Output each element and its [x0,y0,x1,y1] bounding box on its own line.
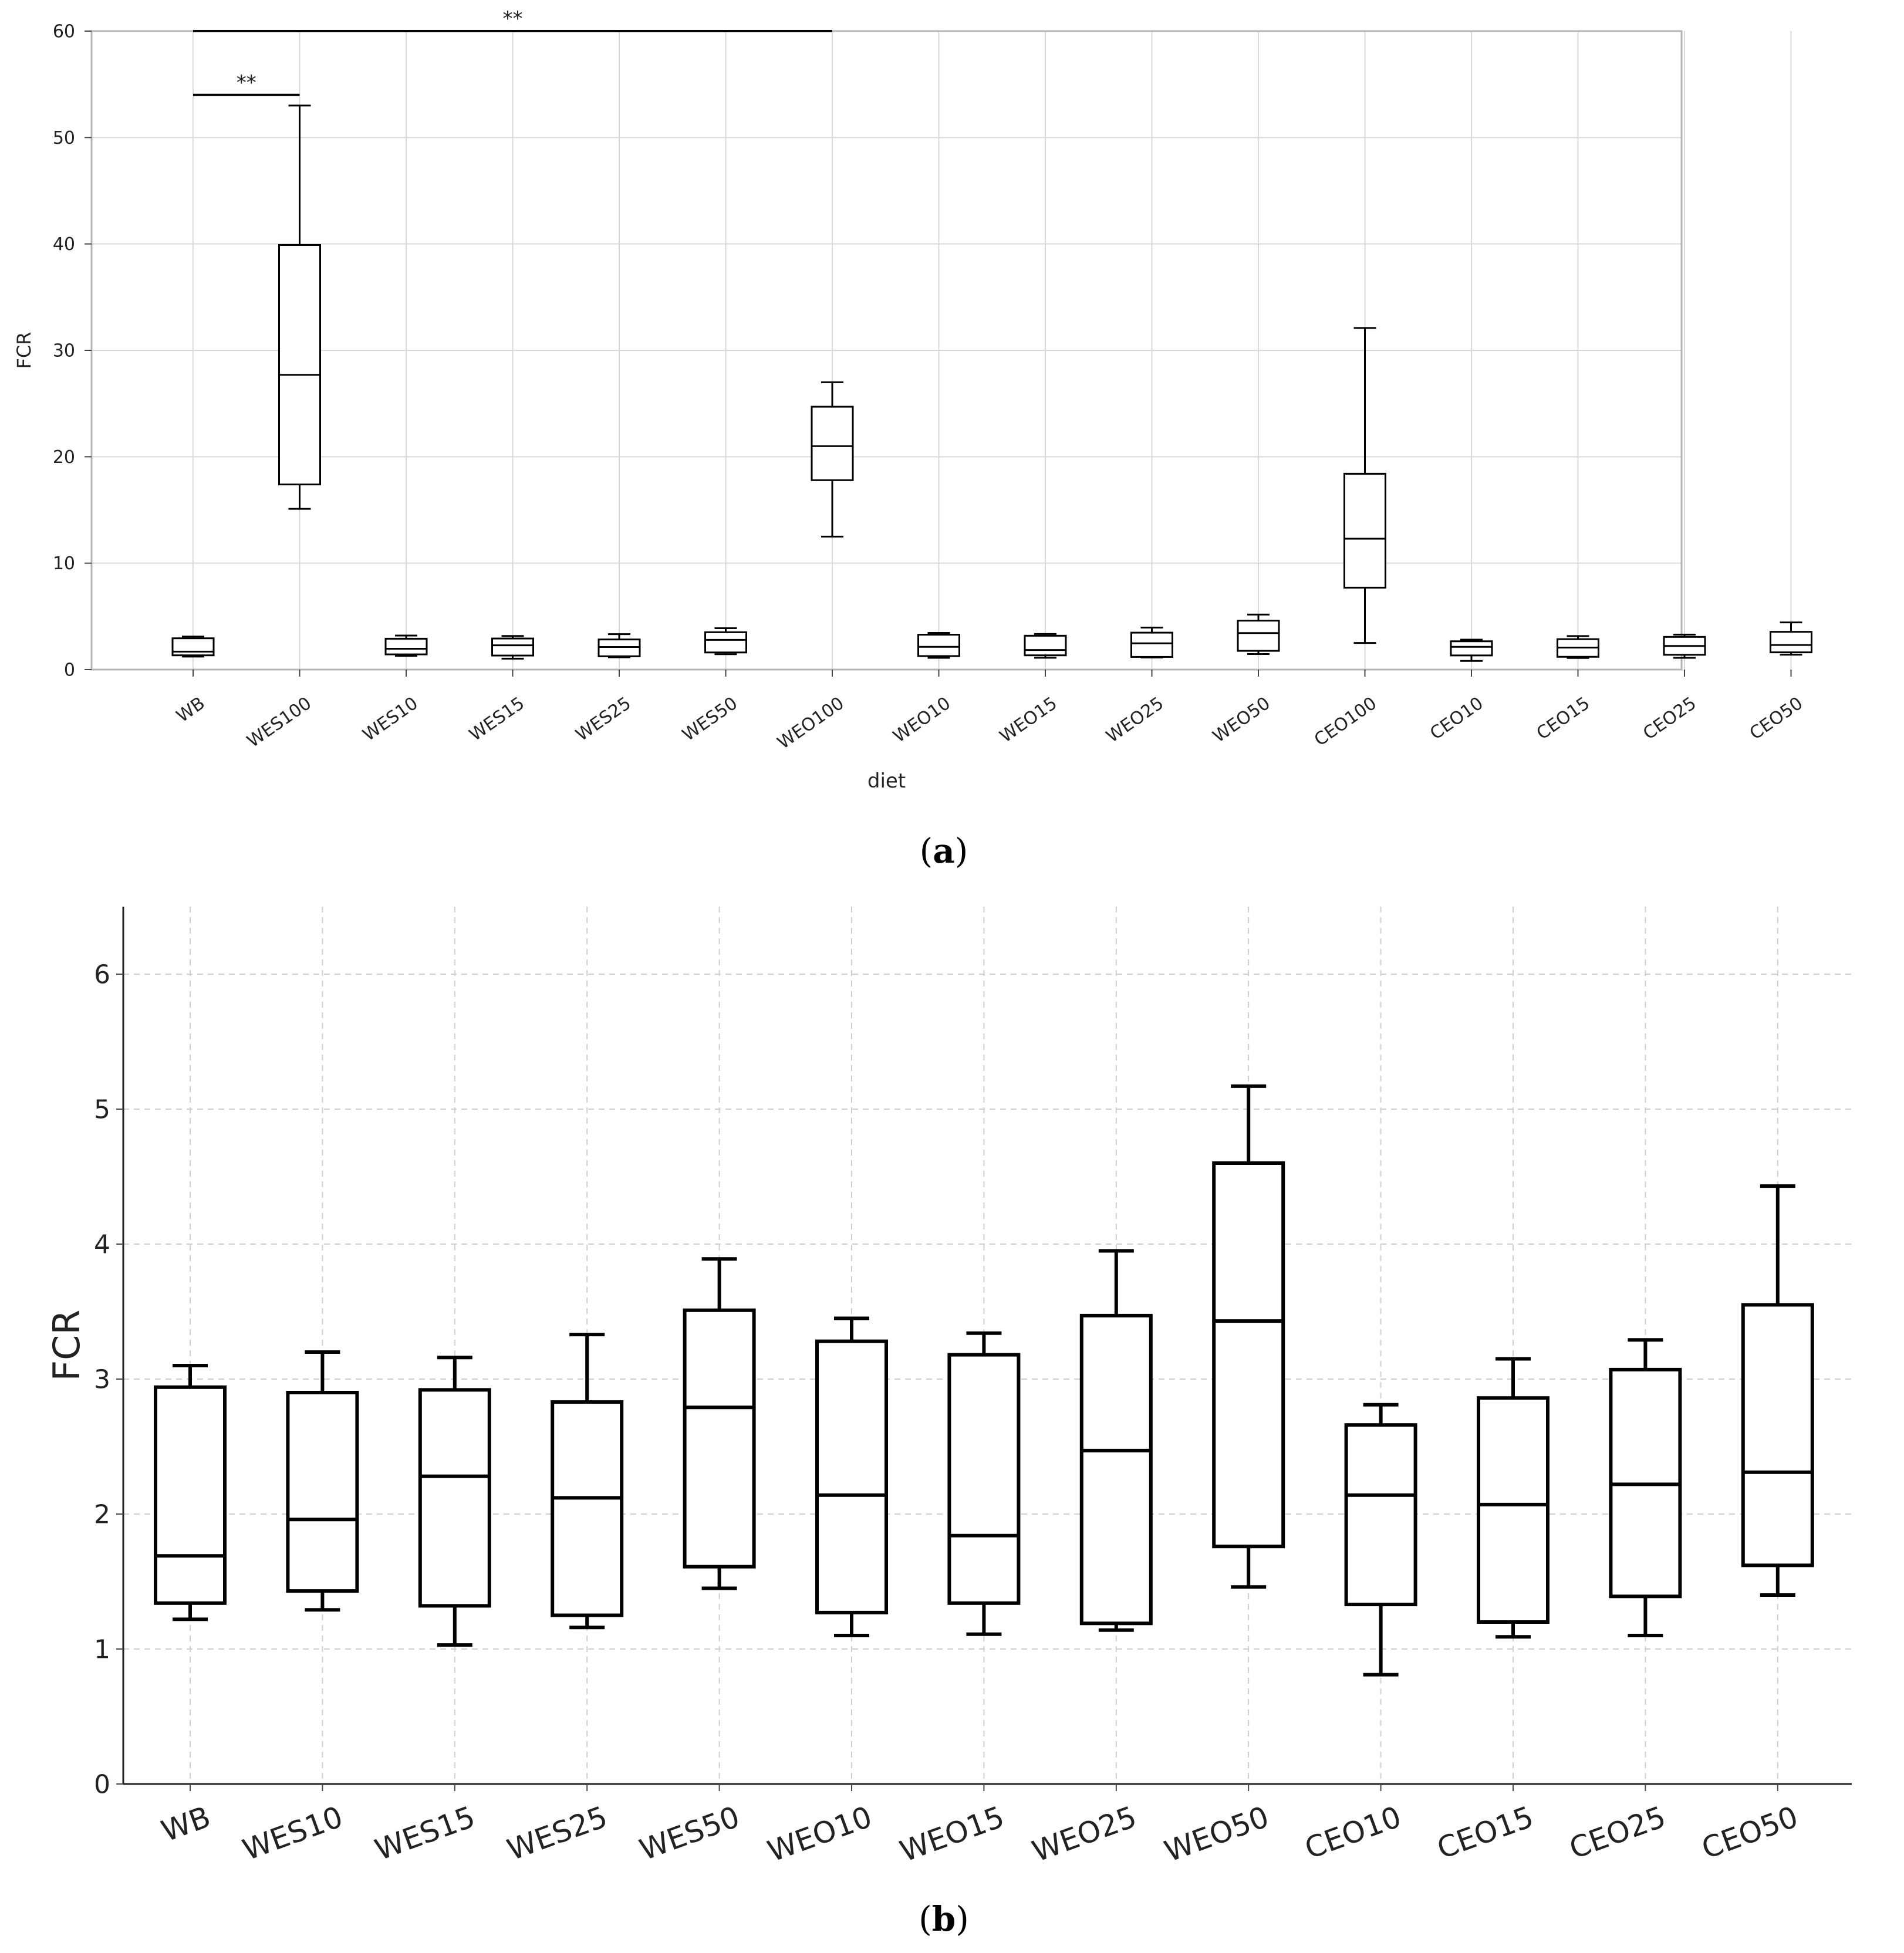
iqr-box [286,1391,359,1593]
box-weo15 [1024,633,1067,659]
y-tick-label: 3 [94,1364,110,1394]
y-tick-label: 4 [94,1229,110,1259]
iqr-box [418,1388,491,1608]
iqr-box [1343,472,1386,589]
box-wes50 [683,1257,756,1590]
y-tick-label: 20 [53,447,75,468]
iqr-box [947,1353,1021,1605]
box-ceo10 [1450,638,1493,662]
significance-label: ** [503,7,523,31]
box-ceo15 [1557,635,1599,659]
panel-b-caption: (b) [919,1899,969,1939]
box-ceo50 [1770,621,1812,656]
box-weo25 [1130,626,1173,658]
iqr-box [1477,1396,1549,1624]
iqr-box [384,637,428,655]
iqr-box [1770,631,1812,654]
iqr-box [1079,1313,1153,1626]
box-wes50 [704,627,747,655]
iqr-box [1741,1303,1814,1567]
box-ceo15 [1477,1357,1549,1639]
y-tick-label: 2 [94,1499,110,1529]
iqr-box [815,1339,888,1614]
significance-label: ** [237,71,256,94]
y-tick-label: 5 [94,1094,110,1124]
iqr-box [917,634,960,657]
y-tick-label: 1 [94,1634,110,1664]
y-tick-label: 40 [53,234,75,255]
iqr-box [1024,634,1067,657]
y-tick-label: 0 [94,1769,110,1799]
box-wes15 [491,635,534,660]
iqr-box [683,1308,756,1569]
panel-a-caption: (a) [920,831,968,871]
y-tick-label: 60 [53,22,75,42]
y-tick-label: 0 [64,660,75,681]
box-weo15 [947,1331,1021,1636]
box-ceo25 [1609,1338,1682,1637]
x-axis-title: diet [867,769,906,793]
box-weo50 [1212,1084,1285,1589]
y-axis-title: FCR [45,1309,88,1381]
box-wb [154,1364,227,1621]
y-tick-label: 6 [94,959,110,989]
box-ceo25 [1663,633,1706,659]
iqr-box [171,637,215,657]
iqr-box [278,244,321,485]
box-wes100 [278,104,321,510]
box-wes10 [286,1350,359,1612]
box-wes25 [551,1333,624,1630]
iqr-box [1130,631,1173,658]
box-weo100 [811,381,854,538]
y-tick-label: 30 [53,341,75,361]
box-weo10 [917,631,960,659]
box-weo50 [1237,613,1280,655]
box-wes25 [597,633,641,658]
y-tick-label: 50 [53,128,75,148]
iqr-box [154,1385,227,1605]
box-ceo10 [1344,1403,1417,1677]
box-wes10 [384,634,428,657]
iqr-box [551,1400,624,1617]
iqr-box [704,631,747,654]
y-tick-label: 10 [53,553,75,574]
box-weo10 [815,1316,888,1637]
iqr-box [491,637,534,657]
box-ceo50 [1741,1184,1814,1597]
iqr-box [1344,1423,1417,1607]
box-wes15 [418,1356,491,1647]
box-wb [171,636,215,658]
iqr-box [1237,620,1280,652]
box-weo25 [1079,1249,1153,1632]
iqr-box [1450,640,1493,657]
iqr-box [811,406,854,481]
y-axis-title: FCR [13,332,35,369]
box-ceo100 [1343,327,1386,644]
iqr-box [1212,1161,1285,1549]
